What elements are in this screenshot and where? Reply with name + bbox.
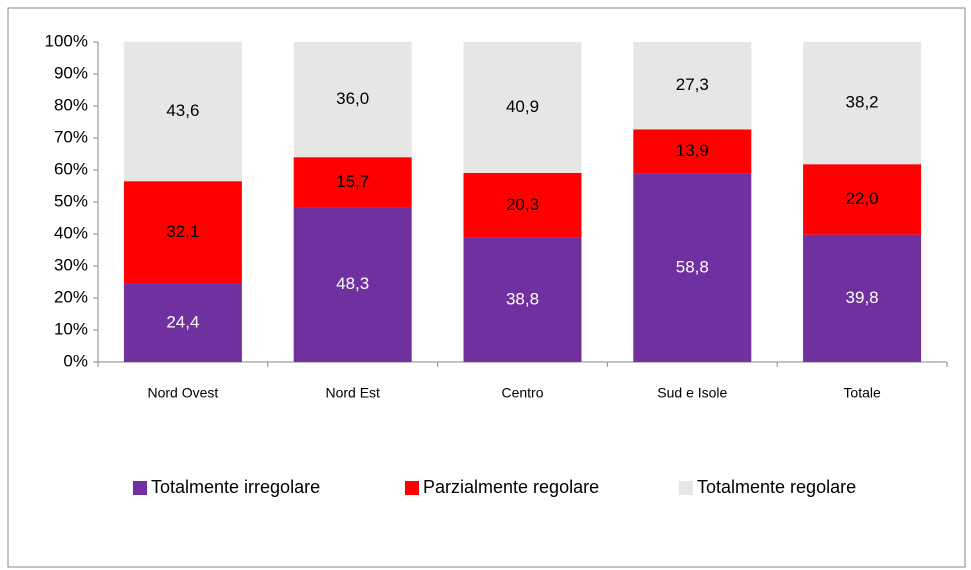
data-label: 43,6 [166,101,199,120]
bar-segment [123,283,242,362]
y-tick-label: 70% [54,127,88,146]
bar-segment [803,42,922,165]
y-tick-label: 30% [54,255,88,274]
data-label: 15,7 [336,172,369,191]
x-tick-label: Centro [501,385,543,401]
y-tick-label: 50% [54,191,88,210]
data-label: 22,0 [846,189,879,208]
y-tick-label: 20% [54,287,88,306]
bar-segment [123,181,242,284]
bar-segment [463,42,582,173]
data-label: 32,1 [166,222,199,241]
y-tick-label: 80% [54,95,88,114]
data-label: 40,9 [506,97,539,116]
data-label: 58,8 [676,257,709,276]
data-label: 27,3 [676,75,709,94]
y-tick-label: 60% [54,159,88,178]
y-tick-label: 100% [45,31,88,50]
bar-segment [633,42,752,130]
y-tick-label: 0% [63,351,88,370]
y-tick-label: 10% [54,319,88,338]
legend-swatch [679,481,693,495]
data-label: 48,3 [336,274,369,293]
x-tick-label: Sud e Isole [657,385,727,401]
data-label: 36,0 [336,89,369,108]
bar-segment [293,207,412,362]
data-label: 38,8 [506,289,539,308]
legend-label: Parzialmente regolare [423,477,599,497]
bar-segment [633,173,752,362]
legend-label: Totalmente irregolare [151,477,320,497]
legend-label: Totalmente regolare [697,477,856,497]
bar-segment [803,234,922,362]
bar-segment [633,129,752,174]
bar-segment [293,157,412,208]
bar-segment [123,41,242,182]
data-label: 38,2 [846,93,879,112]
data-label: 13,9 [676,141,709,160]
legend-swatch [133,481,147,495]
data-label: 39,8 [846,288,879,307]
data-label: 24,4 [166,312,199,331]
x-tick-label: Nord Est [325,385,380,401]
y-tick-label: 90% [54,63,88,82]
data-label: 20,3 [506,195,539,214]
x-tick-label: Nord Ovest [147,385,218,401]
x-tick-label: Totale [843,385,881,401]
bar-segment [463,172,582,238]
bar-segment [803,164,922,235]
bar-segment [293,42,412,158]
y-tick-label: 40% [54,223,88,242]
legend-swatch [405,481,419,495]
bar-segment [463,237,582,362]
